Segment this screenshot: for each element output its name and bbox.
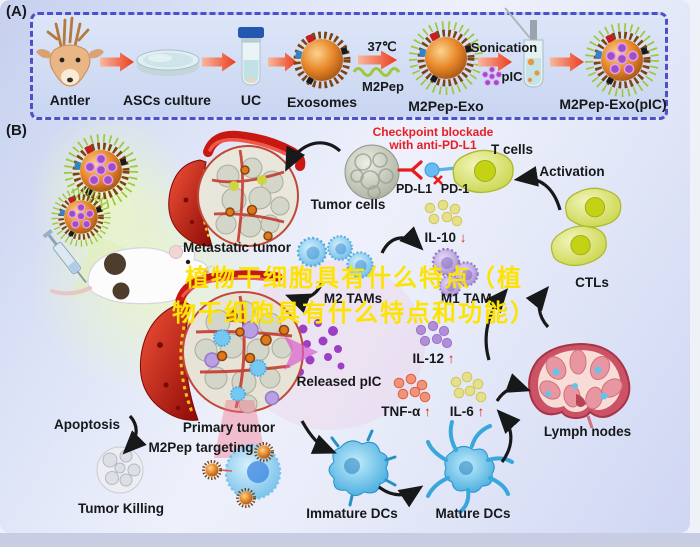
il6-text: IL-6 [449, 404, 474, 419]
arrow-apoptosis [122, 414, 147, 455]
arrow-to-tams [285, 282, 324, 314]
label-pd-l1: PD-L1 [395, 182, 433, 196]
metastatic-tumor-illustration [168, 130, 306, 247]
sonication-tube-icon [504, 7, 544, 88]
ctl-cell-2 [548, 222, 610, 270]
apoptotic-tumor-cell [96, 446, 144, 494]
panel-b-tag: (B) [6, 122, 27, 139]
arrow-to-lymph [495, 373, 532, 402]
label-il6: IL-6 ↑ [436, 404, 498, 419]
watermark-overlay: 植物干细胞具有什么特点（植 物干细胞具有什么特点和功能） [165, 261, 543, 331]
m2pep-exo-pic-icon [589, 27, 655, 93]
flow-arrow-3 [268, 52, 297, 72]
lymph-node-illustration [528, 342, 631, 429]
panel-a-tag: (A) [6, 3, 27, 20]
label-t-cells: T cells [490, 142, 534, 157]
tnf-up-arrow-icon: ↑ [424, 404, 431, 419]
arrow-to-ctls-1 [484, 288, 509, 361]
tnf-text: TNF-α [381, 404, 421, 419]
label-uc: UC [240, 92, 262, 108]
arrow-activation [513, 166, 562, 211]
label-tnf: TNF-α ↑ [366, 404, 446, 419]
arrow-tumorcells-to-metastatic [285, 141, 342, 172]
targeting-beam [214, 400, 266, 458]
label-lymph-nodes: Lymph nodes [543, 424, 632, 439]
label-temperature: 37℃ [367, 39, 397, 54]
il10-text: IL-10 [424, 230, 456, 245]
pic-release-arrow [284, 336, 318, 370]
label-m2pep-exo-pic: M2Pep-Exo(pIC) [559, 96, 667, 112]
figure-bottom-margin [0, 533, 700, 547]
process-arrows [122, 141, 562, 508]
m2pep-exo-icon [413, 25, 479, 91]
label-il12: IL-12 ↑ [396, 351, 471, 366]
label-pic: pIC [501, 69, 523, 84]
label-exosomes: Exosomes [286, 94, 358, 110]
panel-a-graphics [36, 7, 655, 93]
il12-cytokine-dots [415, 320, 453, 349]
flow-arrow-1 [100, 52, 134, 72]
watermark-line-2: 物干细胞具有什么特点和功能） [172, 300, 536, 327]
il10-down-arrow-icon: ↓ [459, 230, 467, 245]
ascs-culture-dish-icon [136, 49, 200, 76]
flow-arrow-6 [550, 52, 584, 72]
arrow-dc-to-cytokines [496, 409, 521, 463]
label-ctls: CTLs [575, 275, 609, 290]
il10-cytokine-dots [424, 199, 463, 227]
blocked-x-icon [433, 175, 443, 185]
mature-dc-cell [426, 420, 514, 514]
exosome-icon [295, 34, 348, 85]
il6-cytokine-dots [450, 371, 487, 403]
label-mature-dcs: Mature DCs [435, 506, 511, 521]
released-pic-dots [296, 319, 345, 376]
il12-text: IL-12 [412, 351, 444, 366]
label-m2pep-targeting: M2Pep targeting [148, 440, 254, 455]
il12-up-arrow-icon: ↑ [447, 351, 455, 366]
arrow-to-ctls-2 [525, 286, 550, 329]
arrow-pic-to-dc [300, 420, 337, 454]
immature-dc-cell [328, 429, 397, 507]
label-released-pic: Released pIC [296, 374, 382, 389]
label-metastatic-tumor: Metastatic tumor [182, 240, 292, 255]
anti-pd-l1-antibody [397, 160, 457, 185]
label-antler: Antler [49, 92, 91, 108]
mouse [50, 245, 214, 305]
label-immature-dcs: Immature DCs [306, 506, 398, 521]
syringe-icon [42, 228, 87, 284]
green-glow-2 [30, 110, 190, 290]
arrow-m2-to-m1 [380, 226, 424, 254]
arrow-dc-maturation [378, 485, 424, 508]
label-activation: Activation [539, 164, 605, 179]
label-tumor-cells: Tumor cells [310, 197, 386, 212]
label-ascs-culture: ASCs culture [123, 92, 211, 108]
m2pep-targeting-cell [202, 442, 282, 508]
label-m2pep: M2Pep [362, 79, 404, 94]
label-tumor-killing: Tumor Killing [78, 501, 164, 516]
label-pd-1: PD-1 [440, 182, 470, 196]
label-m2-tams: M2 TAMs [323, 291, 383, 306]
antler-deer-icon [36, 16, 104, 87]
watermark-line-1: 植物干细胞具有什么特点（植 [185, 265, 523, 292]
label-m1-tams: M1 TAMs [440, 291, 500, 306]
tumor-cell-sphere [344, 144, 400, 200]
panel-b-graphics [30, 110, 631, 514]
uc-tube-icon [238, 27, 264, 86]
flow-arrow-2 [202, 52, 236, 72]
label-apoptosis: Apoptosis [54, 417, 120, 432]
label-primary-tumor: Primary tumor [182, 420, 276, 435]
tnf-cytokine-dots [393, 373, 431, 403]
label-checkpoint-blockade: Checkpoint blockade [372, 125, 494, 139]
label-sonication: Sonication [470, 40, 538, 55]
ctl-cell-1 [565, 187, 622, 228]
m2pep-peptide-squiggle [352, 67, 401, 77]
label-anti-pd-l1: with anti-PD-L1 [389, 138, 477, 152]
label-m2pep-exo: M2Pep-Exo [408, 98, 484, 114]
il6-up-arrow-icon: ↑ [477, 404, 485, 419]
label-il10: IL-10 ↓ [408, 230, 483, 245]
primary-tumor-illustration [139, 270, 318, 458]
